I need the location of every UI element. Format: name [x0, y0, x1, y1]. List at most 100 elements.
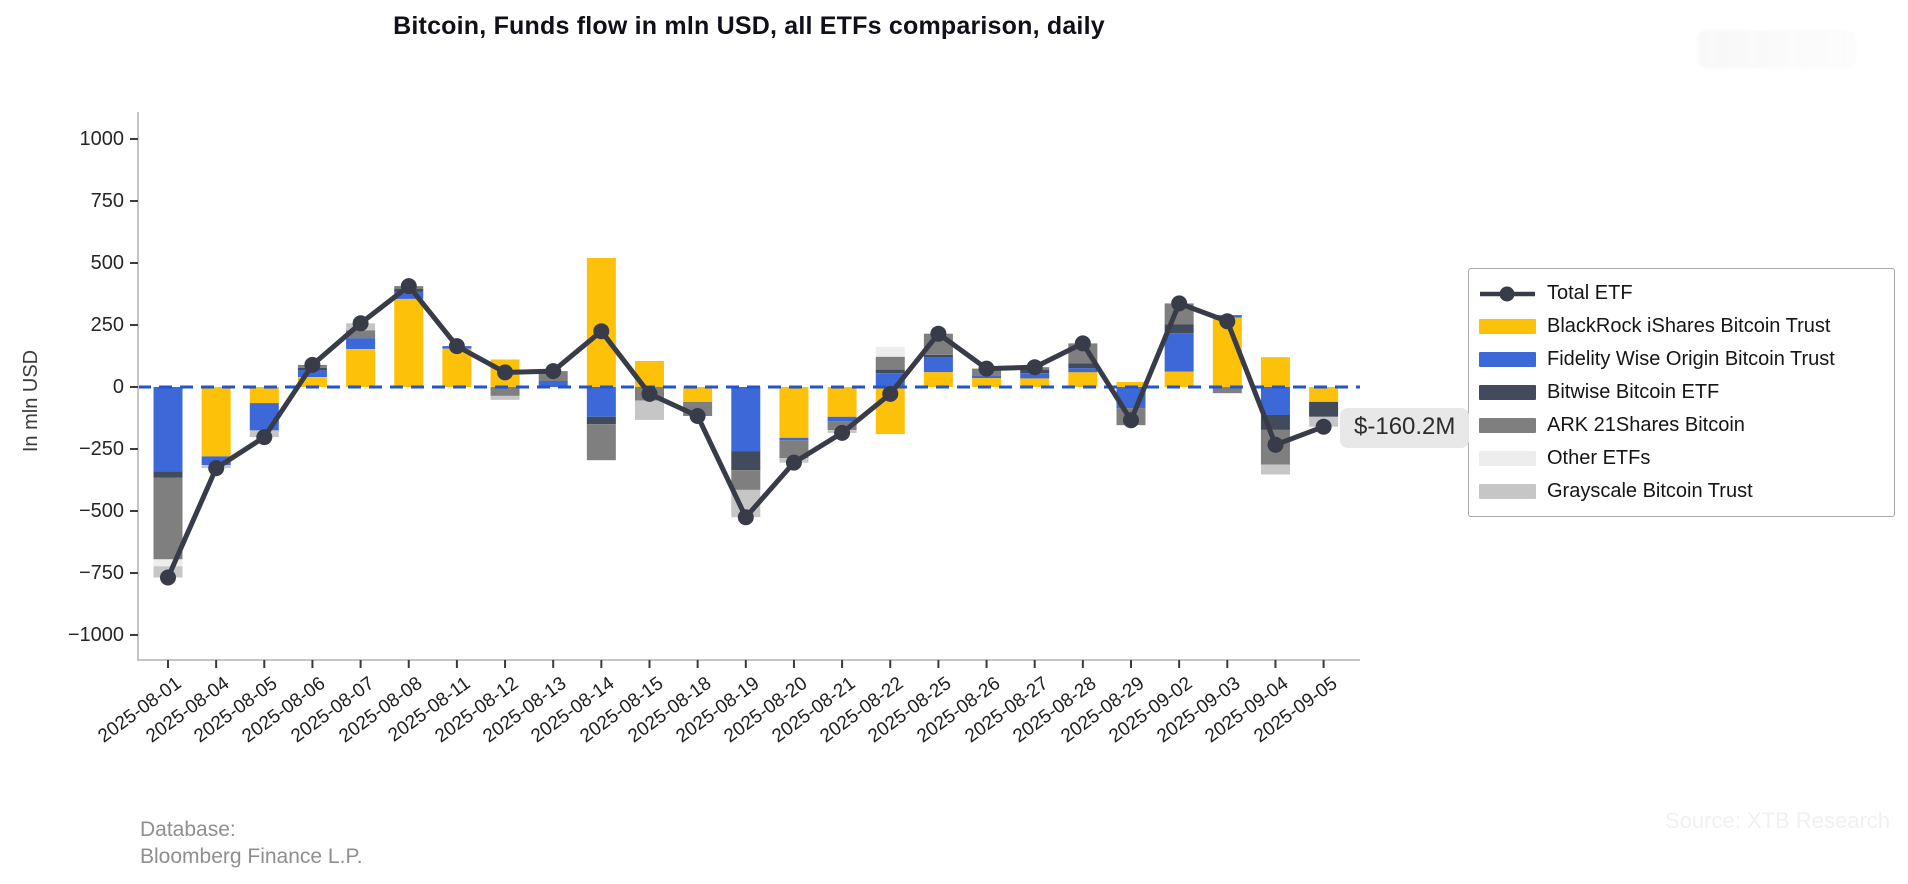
bar-segment-bitwise-bitcoin-etf	[1164, 324, 1194, 334]
legend-label: BlackRock iShares Bitcoin Trust	[1547, 315, 1831, 337]
bar-segment-blackrock-ishares-bitcoin-trust	[972, 378, 1002, 387]
line-marker	[1074, 335, 1091, 352]
database-label: Database: Bloomberg Finance L.P.	[140, 816, 363, 870]
line-marker	[1026, 359, 1043, 376]
line-marker	[352, 315, 369, 332]
y-tick-label: 750	[90, 190, 124, 212]
bar-segment-grayscale-bitcoin-trust	[635, 400, 664, 420]
bar-segment-ark-21shares-bitcoin	[490, 387, 520, 396]
bar-segment-fidelity-wise-origin-bitcoin-trust	[731, 387, 761, 452]
bar-segment-bitwise-bitcoin-etf	[586, 416, 616, 425]
bar-segment-fidelity-wise-origin-bitcoin-trust	[394, 291, 424, 299]
line-marker	[834, 424, 851, 441]
line-marker	[545, 363, 562, 380]
legend-item-ark-21shares-bitcoin: ARK 21Shares Bitcoin	[1479, 409, 1882, 442]
legend-label: ARK 21Shares Bitcoin	[1547, 414, 1745, 436]
legend-label: Other ETFs	[1547, 447, 1651, 469]
legend-label: Fidelity Wise Origin Bitcoin Trust	[1547, 348, 1835, 370]
bar-segment-bitwise-bitcoin-etf	[1068, 363, 1098, 369]
bar-segment-grayscale-bitcoin-trust	[490, 395, 520, 400]
bar-segment-blackrock-ishares-bitcoin-trust	[923, 372, 953, 387]
line-marker	[593, 323, 610, 340]
bar-segment-fidelity-wise-origin-bitcoin-trust	[779, 437, 809, 441]
line-marker	[689, 408, 706, 424]
legend-label: Grayscale Bitcoin Trust	[1547, 480, 1753, 502]
bar-segment-fidelity-wise-origin-bitcoin-trust	[827, 416, 857, 422]
bar-segment-bitwise-bitcoin-etf	[1309, 401, 1339, 417]
watermark-top-right-logo	[1698, 30, 1856, 68]
line-marker	[1267, 436, 1284, 453]
line-marker	[785, 454, 802, 471]
line-marker	[160, 569, 176, 586]
legend-line-marker-icon	[1480, 286, 1535, 301]
bar-segment-ark-21shares-bitcoin	[875, 356, 905, 370]
legend-label: Total ETF	[1547, 282, 1633, 304]
bar-segment-fidelity-wise-origin-bitcoin-trust	[1020, 373, 1050, 379]
line-marker	[1171, 295, 1188, 312]
legend-swatch-icon	[1479, 484, 1536, 499]
flow-annotation: $-160.2M	[1340, 408, 1470, 448]
legend-swatch-icon	[1479, 385, 1536, 400]
bar-segment-blackrock-ishares-bitcoin-trust	[394, 299, 424, 387]
bar-segment-blackrock-ishares-bitcoin-trust	[1116, 382, 1146, 387]
bar-segment-blackrock-ishares-bitcoin-trust	[683, 387, 713, 402]
y-tick-label: −250	[78, 438, 124, 460]
bar-segment-blackrock-ishares-bitcoin-trust	[1068, 372, 1098, 387]
bar-segment-fidelity-wise-origin-bitcoin-trust	[1068, 368, 1098, 373]
bar-segment-blackrock-ishares-bitcoin-trust	[827, 387, 857, 417]
bar-segment-bitwise-bitcoin-etf	[153, 471, 183, 478]
legend-swatch-icon	[1479, 319, 1536, 334]
line-marker	[882, 385, 899, 402]
bar-segment-ark-21shares-bitcoin	[586, 424, 616, 461]
bar-segment-blackrock-ishares-bitcoin-trust	[1309, 387, 1339, 402]
bar-segment-ark-21shares-bitcoin	[346, 330, 376, 339]
bar-segment-fidelity-wise-origin-bitcoin-trust	[153, 387, 183, 472]
bar-segment-blackrock-ishares-bitcoin-trust	[586, 258, 616, 387]
database-label-line1: Database:	[140, 818, 236, 841]
line-marker	[1123, 412, 1139, 429]
bar-segment-fidelity-wise-origin-bitcoin-trust	[586, 387, 616, 417]
bar-segment-grayscale-bitcoin-trust	[1260, 464, 1290, 475]
legend-item-other-etfs: Other ETFs	[1479, 442, 1882, 475]
bar-segment-fidelity-wise-origin-bitcoin-trust	[972, 375, 1002, 379]
line-marker	[400, 278, 417, 295]
y-tick-label: −1000	[67, 624, 124, 646]
bar-segment-bitwise-bitcoin-etf	[731, 451, 761, 471]
line-marker	[208, 460, 225, 477]
bar-segment-other-etfs	[153, 559, 183, 567]
line-marker	[304, 356, 321, 373]
bar-segment-fidelity-wise-origin-bitcoin-trust	[1164, 333, 1194, 372]
chart-title: Bitcoin, Funds flow in mln USD, all ETFs…	[393, 12, 1105, 40]
legend-swatch-icon	[1479, 418, 1536, 433]
bar-segment-other-etfs	[875, 346, 905, 357]
bar-segment-ark-21shares-bitcoin	[779, 440, 809, 459]
y-tick-label: −750	[78, 562, 124, 584]
bar-segment-blackrock-ishares-bitcoin-trust	[442, 348, 472, 387]
bar-segment-bitwise-bitcoin-etf	[875, 369, 905, 374]
y-tick-label: 0	[112, 376, 124, 398]
bar-segment-blackrock-ishares-bitcoin-trust	[779, 387, 809, 438]
legend-item-grayscale-bitcoin-trust: Grayscale Bitcoin Trust	[1479, 475, 1882, 508]
bar-segment-blackrock-ishares-bitcoin-trust	[297, 377, 327, 387]
bar-segment-blackrock-ishares-bitcoin-trust	[1260, 357, 1290, 387]
line-marker	[1219, 313, 1236, 330]
legend-label: Bitwise Bitcoin ETF	[1547, 381, 1720, 403]
bar-segment-ark-21shares-bitcoin	[731, 470, 761, 490]
line-marker	[256, 429, 273, 446]
bar-segment-ark-21shares-bitcoin	[1212, 387, 1242, 394]
bar-segment-blackrock-ishares-bitcoin-trust	[249, 387, 279, 404]
bar-segment-ark-21shares-bitcoin	[153, 477, 183, 560]
bar-segment-blackrock-ishares-bitcoin-trust	[346, 349, 376, 387]
line-marker	[448, 338, 465, 355]
bar-segment-fidelity-wise-origin-bitcoin-trust	[346, 338, 376, 349]
bar-segment-fidelity-wise-origin-bitcoin-trust	[297, 370, 327, 377]
line-marker	[641, 385, 658, 402]
legend-item-blackrock-ishares-bitcoin-trust: BlackRock iShares Bitcoin Trust	[1479, 310, 1882, 343]
legend-item-bitwise-bitcoin-etf: Bitwise Bitcoin ETF	[1479, 376, 1882, 409]
y-tick-label: −500	[78, 500, 124, 522]
line-marker	[497, 364, 514, 381]
bar-segment-fidelity-wise-origin-bitcoin-trust	[923, 357, 953, 373]
bar-segment-fidelity-wise-origin-bitcoin-trust	[538, 381, 568, 387]
